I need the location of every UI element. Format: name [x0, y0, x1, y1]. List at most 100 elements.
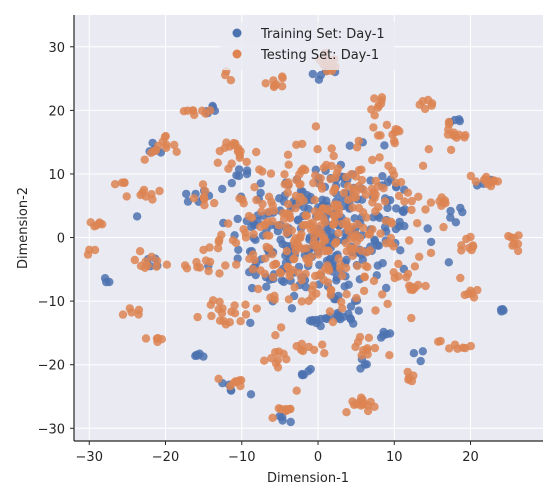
scatter-point — [290, 254, 299, 264]
scatter-point — [252, 147, 261, 157]
scatter-point — [371, 306, 380, 315]
scatter-point — [182, 264, 192, 273]
scatter-point — [441, 199, 450, 208]
scatter-point — [363, 344, 372, 353]
scatter-point — [225, 318, 234, 327]
scatter-point — [330, 184, 340, 193]
scatter-point — [353, 261, 362, 271]
scatter-point — [241, 233, 251, 242]
scatter-point — [375, 153, 384, 162]
scatter-point — [271, 348, 280, 357]
scatter-point — [338, 304, 347, 313]
scatter-points — [83, 49, 523, 427]
scatter-point — [346, 302, 356, 311]
y-axis-label: Dimension-2 — [16, 187, 31, 269]
scatter-point — [403, 269, 413, 279]
scatter-point — [413, 219, 422, 228]
scatter-point — [461, 131, 470, 140]
scatter-point — [352, 143, 362, 152]
scatter-point — [199, 245, 208, 255]
scatter-point — [361, 261, 370, 270]
scatter-point — [314, 250, 323, 259]
scatter-point — [335, 204, 344, 213]
scatter-point — [455, 116, 464, 126]
scatter-point — [356, 364, 365, 373]
scatter-point — [271, 259, 281, 269]
scatter-point — [290, 283, 299, 292]
scatter-point — [410, 262, 420, 271]
scatter-point — [288, 266, 298, 275]
scatter-point — [400, 197, 409, 206]
scatter-point — [221, 261, 230, 270]
scatter-point — [241, 310, 251, 319]
scatter-point — [336, 264, 345, 273]
scatter-point — [275, 412, 284, 421]
scatter-point — [284, 200, 293, 209]
scatter-point — [356, 246, 366, 255]
scatter-point — [462, 234, 471, 244]
scatter-point — [309, 178, 318, 188]
scatter-point — [262, 282, 271, 291]
scatter-point — [307, 317, 317, 326]
scatter-point — [348, 203, 357, 212]
scatter-point — [276, 269, 285, 278]
y-tick-label: −30 — [38, 422, 65, 437]
scatter-point — [283, 188, 292, 197]
scatter-point — [332, 169, 342, 178]
scatter-point — [301, 269, 310, 278]
scatter-point — [382, 120, 392, 130]
scatter-point — [390, 139, 399, 148]
scatter-point — [264, 207, 273, 217]
scatter-point — [357, 393, 366, 402]
scatter-point — [322, 160, 331, 170]
scatter-point — [346, 314, 355, 323]
scatter-point — [323, 204, 332, 214]
scatter-point — [395, 127, 404, 136]
scatter-point — [373, 103, 383, 112]
scatter-point — [204, 266, 213, 276]
scatter-point — [296, 192, 305, 202]
scatter-point — [214, 374, 223, 383]
scatter-point — [362, 213, 371, 222]
scatter-point — [469, 293, 479, 302]
scatter-point — [444, 258, 453, 267]
scatter-point — [434, 337, 443, 346]
scatter-point — [386, 233, 396, 243]
scatter-point — [409, 349, 419, 358]
scatter-point — [423, 224, 432, 233]
scatter-point — [210, 198, 219, 208]
scatter-point — [287, 304, 297, 313]
scatter-point — [206, 106, 215, 115]
scatter-point — [421, 281, 430, 291]
scatter-point — [439, 222, 448, 232]
scatter-point — [383, 178, 392, 187]
scatter-point — [394, 259, 403, 269]
scatter-point — [328, 317, 338, 327]
scatter-point — [282, 355, 291, 364]
scatter-point — [232, 260, 241, 269]
x-tick-label: −20 — [152, 450, 179, 465]
scatter-point — [252, 304, 261, 313]
scatter-point — [342, 290, 351, 299]
scatter-point — [83, 250, 93, 259]
scatter-point — [234, 171, 244, 181]
scatter-point — [407, 313, 416, 323]
scatter-point — [446, 145, 456, 155]
scatter-point — [394, 191, 404, 201]
scatter-point — [451, 218, 461, 227]
scatter-point — [242, 166, 252, 175]
scatter-point — [141, 334, 151, 343]
scatter-point — [350, 244, 359, 254]
scatter-point — [226, 76, 236, 85]
scatter-point — [310, 195, 319, 205]
scatter-point — [239, 199, 248, 208]
scatter-point — [343, 182, 353, 191]
scatter-point — [308, 69, 317, 79]
scatter-point — [215, 297, 224, 306]
scatter-point — [344, 280, 353, 289]
scatter-point — [134, 310, 143, 319]
scatter-point — [446, 213, 455, 222]
x-axis-label: Dimension-1 — [267, 471, 349, 486]
scatter-point — [274, 404, 283, 413]
scatter-point — [130, 255, 139, 265]
